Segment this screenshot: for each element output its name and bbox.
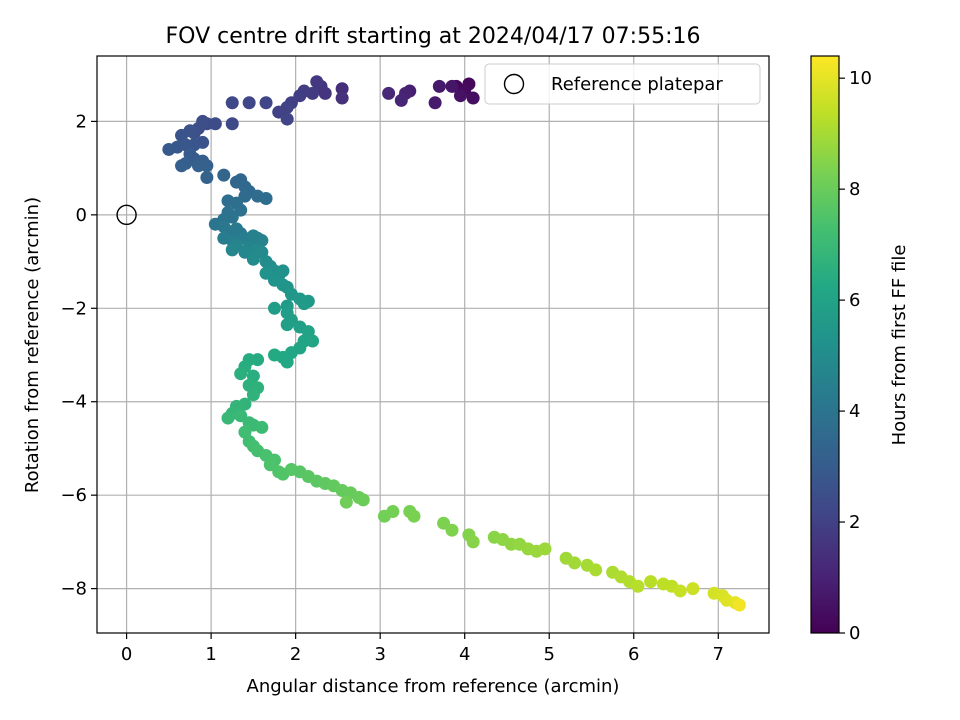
x-axis-ticks: 0 1 2 3 4 5 6 7 — [121, 633, 724, 665]
colorbar-tick-label: 8 — [849, 179, 860, 200]
y-axis-label: Rotation from reference (arcmin) — [22, 197, 43, 493]
scatter-points — [162, 75, 746, 612]
y-tick-label: 0 — [76, 205, 87, 226]
data-point — [280, 112, 294, 126]
data-point — [686, 582, 700, 596]
data-point — [234, 367, 248, 381]
data-point — [280, 318, 294, 332]
data-point — [297, 297, 311, 311]
x-tick-label: 4 — [459, 644, 470, 665]
data-point — [306, 334, 320, 348]
data-point — [259, 191, 273, 205]
data-point — [386, 505, 400, 519]
data-point — [268, 348, 282, 362]
colorbar: 0 2 4 6 8 10 Hours from first FF file — [810, 55, 910, 644]
legend-label-reference: Reference platepar — [551, 74, 723, 95]
x-tick-label: 7 — [713, 644, 724, 665]
data-point — [589, 563, 603, 577]
x-tick-label: 6 — [628, 644, 639, 665]
y-tick-label: 2 — [76, 111, 87, 132]
data-point — [200, 159, 214, 173]
data-point — [445, 79, 459, 93]
data-point — [356, 493, 370, 507]
colorbar-label: Hours from first FF file — [889, 245, 910, 446]
colorbar-gradient — [810, 55, 840, 634]
data-point — [225, 96, 239, 110]
y-tick-label: −6 — [60, 485, 87, 506]
data-point — [221, 411, 235, 425]
data-point — [631, 579, 645, 593]
data-point — [242, 96, 256, 110]
axes-frame — [96, 55, 770, 634]
data-point — [382, 86, 396, 100]
colorbar-tick-label: 2 — [849, 512, 860, 533]
data-point — [246, 388, 260, 402]
data-point — [276, 264, 290, 278]
data-point — [200, 170, 214, 184]
data-point — [268, 301, 282, 315]
y-axis-ticks: −8 −6 −4 −2 0 2 — [60, 111, 97, 600]
data-point — [568, 556, 582, 570]
data-point — [225, 117, 239, 131]
colorbar-ticks: 0 2 4 6 8 10 — [839, 68, 872, 644]
data-point — [259, 96, 273, 110]
x-tick-label: 5 — [543, 644, 554, 665]
data-point — [445, 523, 459, 537]
data-point — [339, 495, 353, 509]
data-point — [732, 598, 746, 612]
legend-marker-reference — [503, 73, 525, 95]
data-point — [162, 142, 176, 156]
reference-point — [116, 204, 137, 226]
data-point — [175, 159, 189, 173]
data-point — [453, 89, 467, 103]
data-point — [673, 584, 687, 598]
chart-title: FOV centre drift starting at 2024/04/17 … — [166, 24, 701, 49]
data-point — [335, 82, 349, 96]
y-tick-label: −2 — [60, 298, 87, 319]
data-point — [466, 91, 480, 105]
data-point — [466, 535, 480, 549]
x-tick-label: 0 — [121, 644, 132, 665]
data-point — [335, 91, 349, 105]
colorbar-tick-label: 10 — [849, 68, 872, 89]
x-tick-label: 1 — [205, 644, 216, 665]
data-point — [255, 420, 269, 434]
colorbar-tick-label: 6 — [849, 290, 860, 311]
legend: Reference platepar — [484, 63, 761, 105]
data-point — [644, 575, 658, 589]
data-point — [538, 542, 552, 556]
y-tick-label: −4 — [60, 392, 87, 413]
data-point — [225, 243, 239, 257]
y-tick-label: −8 — [60, 579, 87, 600]
reference-marker — [116, 204, 137, 226]
x-tick-label: 2 — [290, 644, 301, 665]
legend-box — [484, 63, 761, 105]
colorbar-tick-label: 0 — [849, 623, 860, 644]
data-point — [428, 96, 442, 110]
x-axis-label: Angular distance from reference (arcmin) — [247, 676, 620, 697]
data-point — [280, 355, 294, 369]
data-point — [394, 93, 408, 107]
data-point — [246, 252, 260, 266]
data-point — [407, 509, 421, 523]
colorbar-tick-label: 4 — [849, 401, 860, 422]
data-point — [217, 168, 231, 182]
data-point — [310, 75, 324, 89]
x-tick-label: 3 — [374, 644, 385, 665]
data-point — [432, 79, 446, 93]
